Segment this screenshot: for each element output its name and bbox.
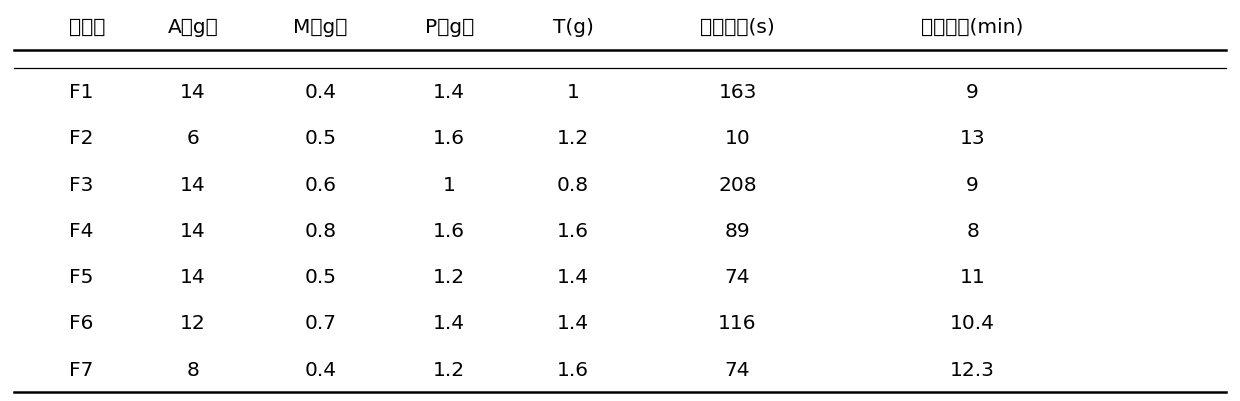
Text: 8: 8 xyxy=(187,360,200,379)
Text: 初凝时间(s): 初凝时间(s) xyxy=(701,18,775,37)
Text: 1.4: 1.4 xyxy=(557,314,589,333)
Text: A（g）: A（g） xyxy=(167,18,218,37)
Text: T(g): T(g) xyxy=(553,18,594,37)
Text: 6: 6 xyxy=(187,129,200,148)
Text: 14: 14 xyxy=(180,267,206,286)
Text: 12.3: 12.3 xyxy=(950,360,994,379)
Text: 74: 74 xyxy=(724,360,750,379)
Text: P（g）: P（g） xyxy=(424,18,474,37)
Text: F6: F6 xyxy=(69,314,94,333)
Text: 12: 12 xyxy=(180,314,206,333)
Text: 9: 9 xyxy=(966,83,980,102)
Text: 终凝时间(min): 终凝时间(min) xyxy=(921,18,1024,37)
Text: 1: 1 xyxy=(443,175,456,194)
Text: 116: 116 xyxy=(718,314,756,333)
Text: 1.4: 1.4 xyxy=(433,314,465,333)
Text: 1.6: 1.6 xyxy=(433,221,465,240)
Text: 1.6: 1.6 xyxy=(557,221,589,240)
Text: 9: 9 xyxy=(966,175,980,194)
Text: 74: 74 xyxy=(724,267,750,286)
Text: 14: 14 xyxy=(180,83,206,102)
Text: 89: 89 xyxy=(724,221,750,240)
Text: 1.2: 1.2 xyxy=(433,360,465,379)
Text: 1.2: 1.2 xyxy=(557,129,589,148)
Text: 14: 14 xyxy=(180,175,206,194)
Text: 1.4: 1.4 xyxy=(433,83,465,102)
Text: 208: 208 xyxy=(718,175,756,194)
Text: F5: F5 xyxy=(69,267,94,286)
Text: 10.4: 10.4 xyxy=(950,314,996,333)
Text: 0.5: 0.5 xyxy=(305,129,336,148)
Text: 11: 11 xyxy=(960,267,986,286)
Text: 1.6: 1.6 xyxy=(433,129,465,148)
Text: 14: 14 xyxy=(180,221,206,240)
Text: F1: F1 xyxy=(69,83,94,102)
Text: 0.8: 0.8 xyxy=(557,175,589,194)
Text: 10: 10 xyxy=(724,129,750,148)
Text: 1.2: 1.2 xyxy=(433,267,465,286)
Text: F7: F7 xyxy=(69,360,94,379)
Text: F2: F2 xyxy=(69,129,94,148)
Text: 0.8: 0.8 xyxy=(305,221,336,240)
Text: 163: 163 xyxy=(718,83,756,102)
Text: 1.6: 1.6 xyxy=(557,360,589,379)
Text: 速凝剂: 速凝剂 xyxy=(69,18,105,37)
Text: 0.7: 0.7 xyxy=(305,314,336,333)
Text: 8: 8 xyxy=(966,221,980,240)
Text: 0.4: 0.4 xyxy=(305,83,336,102)
Text: 0.5: 0.5 xyxy=(305,267,336,286)
Text: 13: 13 xyxy=(960,129,986,148)
Text: 0.4: 0.4 xyxy=(305,360,336,379)
Text: 1: 1 xyxy=(567,83,579,102)
Text: 0.6: 0.6 xyxy=(305,175,336,194)
Text: 1.4: 1.4 xyxy=(557,267,589,286)
Text: M（g）: M（g） xyxy=(294,18,347,37)
Text: F4: F4 xyxy=(69,221,94,240)
Text: F3: F3 xyxy=(69,175,94,194)
